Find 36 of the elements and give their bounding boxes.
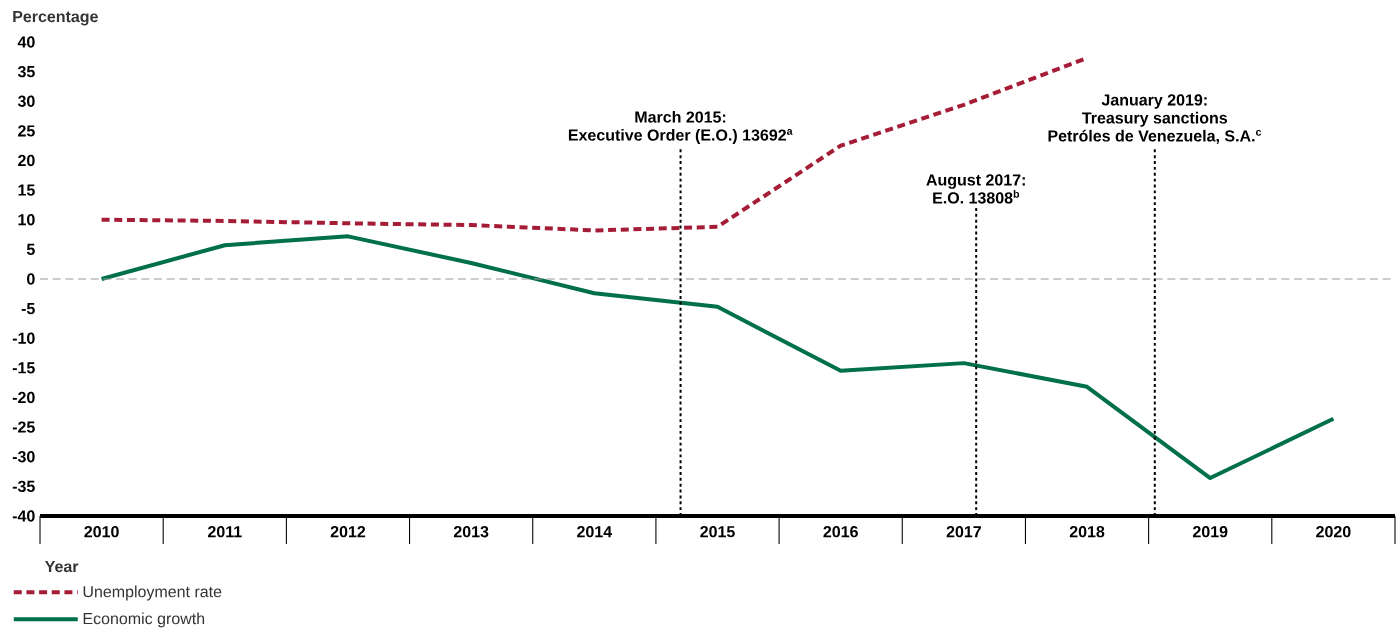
y-axis-title: Percentage <box>13 11 98 26</box>
x-tick-label: 2016 <box>823 526 858 538</box>
x-tick-label: 2018 <box>1069 526 1105 538</box>
y-tick-label: -35 <box>12 480 35 493</box>
legend-label: Economic growth <box>83 612 205 628</box>
y-tick-label: 20 <box>18 154 35 167</box>
ref-line-label: August 2017: E.O. 13808$^{b}$ <box>926 174 1025 204</box>
y-tick-label: 30 <box>17 95 35 107</box>
y-tick-label: 15 <box>18 184 35 196</box>
y-tick-label: -30 <box>12 451 35 463</box>
y-tick-label: 10 <box>18 214 35 226</box>
x-tick-label: 2019 <box>1192 526 1228 538</box>
y-tick-label: 5 <box>26 243 35 255</box>
y-tick-label: -10 <box>12 332 35 344</box>
ref-line-label: March 2015: Executive Order (E.O.) 13692$^{a}$ <box>568 111 793 144</box>
line-series <box>99 234 1336 481</box>
y-tick-label: -15 <box>12 362 35 374</box>
y-tick-label: -40 <box>12 510 35 522</box>
ref-line-label: January 2019: Treasury sanctions Petróles de Venezuela, S.A.$^{c}$ <box>1048 94 1262 144</box>
y-tick-label: -20 <box>12 391 35 404</box>
y-tick-label: -25 <box>12 421 35 433</box>
x-tick-label: 2010 <box>84 526 119 538</box>
y-tick-label: 25 <box>18 125 35 137</box>
x-axis-title: Year <box>45 561 79 573</box>
x-tick-label: 2015 <box>700 526 735 538</box>
x-tick-label: 2014 <box>577 526 613 538</box>
x-tick-label: 2020 <box>1316 526 1351 538</box>
y-tick-label: 0 <box>27 273 35 285</box>
legend-label: Unemployment rate <box>83 585 222 601</box>
x-tick-label: 2017 <box>946 526 981 538</box>
y-tick-label: 35 <box>17 65 35 78</box>
x-tick-label: 2011 <box>207 526 242 538</box>
y-tick-label: 40 <box>17 36 35 48</box>
x-tick-label: 2012 <box>330 526 366 538</box>
x-tick-label: 2013 <box>453 526 489 538</box>
y-tick-label: -5 <box>21 303 35 315</box>
